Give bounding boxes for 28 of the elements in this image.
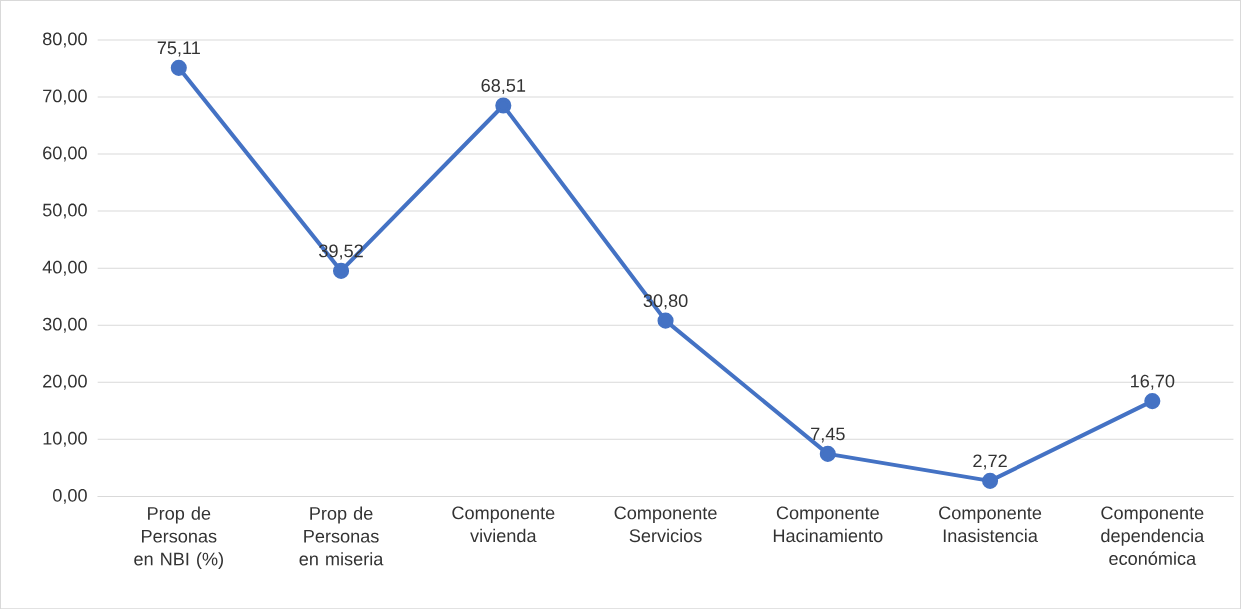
- point: [332, 262, 350, 279]
- point: [495, 97, 512, 114]
- data-label: 7,45: [811, 427, 845, 443]
- x-tick-label: Componente dependencia económica: [1101, 506, 1205, 565]
- point: [170, 59, 187, 76]
- y-tick-label: 60,00: [43, 146, 87, 162]
- x-tick-label: Prop de Personas en NBI (%): [134, 506, 223, 569]
- point: [819, 445, 836, 462]
- data-label: 2,72: [973, 454, 1007, 470]
- data-label: 68,51: [481, 78, 526, 94]
- y-tick-label: 80,00: [42, 32, 87, 48]
- x-tick-label: Prop de Personas en miseria: [299, 506, 384, 566]
- point: [982, 472, 999, 489]
- point: [657, 312, 674, 329]
- y-tick-label: 30,00: [42, 317, 87, 333]
- x-tick-label: Componente vivienda: [452, 506, 555, 543]
- y-tick-label: 40,00: [42, 260, 87, 276]
- x-tick-label: Componente Inasistencia: [939, 506, 1042, 543]
- x-tick-label: Componente Servicios: [614, 506, 717, 543]
- y-tick-label: 20,00: [43, 374, 87, 390]
- data-label: 16,70: [1131, 374, 1175, 390]
- y-tick-label: 0,00: [53, 488, 87, 504]
- point: [1144, 392, 1161, 410]
- x-tick-label: Componente Hacinamiento: [773, 506, 883, 543]
- data-label: 75,11: [157, 41, 200, 57]
- y-tick-label: 70,00: [43, 89, 87, 105]
- y-tick-label: 50,00: [42, 203, 87, 219]
- y-tick-label: 10,00: [43, 431, 87, 447]
